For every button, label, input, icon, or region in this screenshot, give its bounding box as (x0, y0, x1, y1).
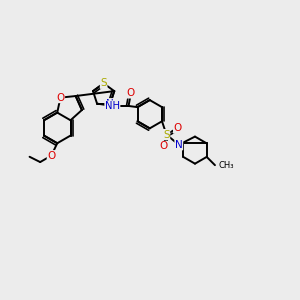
Text: O: O (56, 93, 64, 103)
Text: O: O (159, 141, 168, 151)
Text: N: N (106, 99, 114, 109)
Text: N: N (175, 140, 183, 150)
Text: O: O (47, 151, 56, 160)
Text: S: S (100, 78, 107, 88)
Text: CH₃: CH₃ (218, 160, 234, 169)
Text: S: S (163, 130, 170, 140)
Text: NH: NH (105, 101, 120, 111)
Text: O: O (173, 123, 182, 133)
Text: O: O (127, 88, 135, 98)
